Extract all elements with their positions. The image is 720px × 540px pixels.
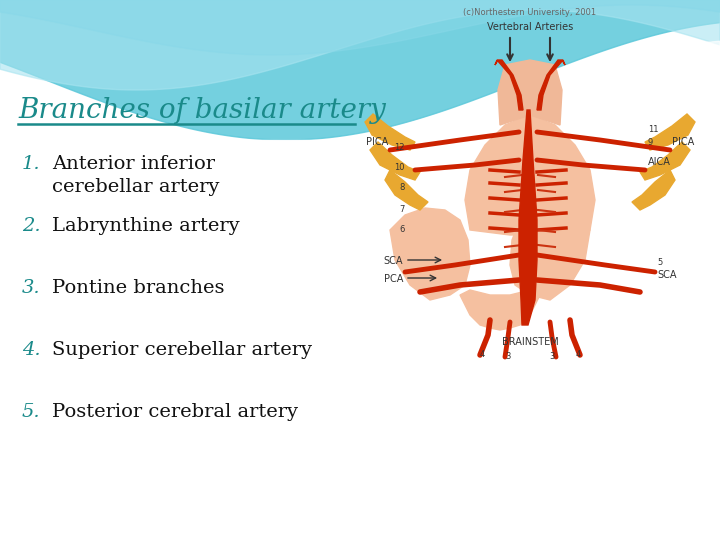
Polygon shape [498,60,562,125]
Text: SCA: SCA [657,270,677,280]
Polygon shape [510,208,590,300]
Text: Vertebral Arteries: Vertebral Arteries [487,22,573,32]
Text: (c)Northestern University, 2001: (c)Northestern University, 2001 [464,8,597,17]
Text: 12: 12 [395,143,405,152]
Polygon shape [390,208,470,300]
Polygon shape [645,114,695,150]
Polygon shape [460,290,540,330]
Text: AICA: AICA [648,157,671,167]
Polygon shape [632,170,675,210]
Polygon shape [0,0,720,55]
Text: Posterior cerebral artery: Posterior cerebral artery [52,403,298,421]
Text: 3: 3 [505,352,510,361]
Text: Labrynthine artery: Labrynthine artery [52,217,240,235]
Text: 8: 8 [400,183,405,192]
Bar [0,140,720,540]
Text: 5: 5 [657,258,662,267]
Text: 3: 3 [549,352,554,361]
Polygon shape [0,41,720,165]
Text: PICA: PICA [672,137,694,147]
Polygon shape [465,115,595,235]
Text: 6: 6 [400,225,405,234]
Text: Anterior inferior
cerebellar artery: Anterior inferior cerebellar artery [52,155,220,196]
Polygon shape [370,142,420,180]
Text: 4: 4 [480,350,485,359]
Text: 3.: 3. [22,279,40,297]
Polygon shape [640,142,690,180]
Text: 1.: 1. [22,155,40,173]
Polygon shape [0,0,720,140]
Text: 9: 9 [648,138,653,147]
Polygon shape [537,60,565,110]
Text: BRAINSTEM: BRAINSTEM [502,337,559,347]
Text: 10: 10 [395,163,405,172]
Text: SCA: SCA [384,256,403,266]
Text: Branches of basilar artery: Branches of basilar artery [18,97,386,124]
Text: Superior cerebellar artery: Superior cerebellar artery [52,341,312,359]
Text: 5.: 5. [22,403,40,421]
Text: 11: 11 [648,125,659,134]
Text: 4.: 4. [22,341,40,359]
Text: PICA: PICA [366,137,388,147]
Polygon shape [0,0,720,90]
Text: 2.: 2. [22,217,40,235]
Text: 4: 4 [575,350,580,359]
Polygon shape [385,170,428,210]
Polygon shape [365,114,415,150]
Polygon shape [519,110,537,325]
Text: 7: 7 [400,205,405,214]
Text: PCA: PCA [384,274,403,284]
Text: Pontine branches: Pontine branches [52,279,225,297]
Polygon shape [495,60,523,110]
